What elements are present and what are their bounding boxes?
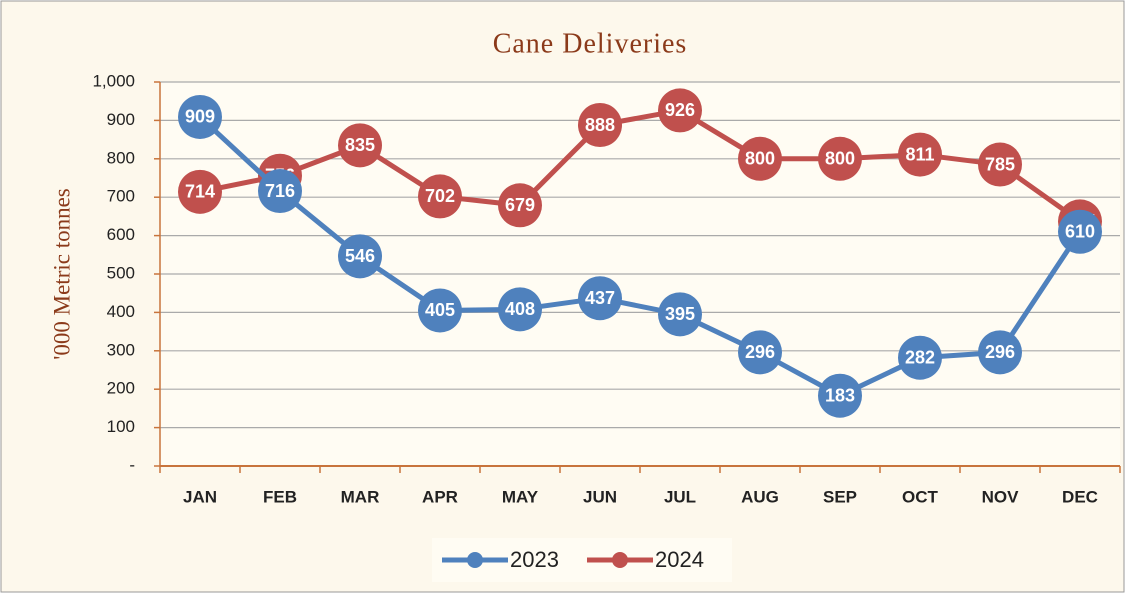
x-tick-label: OCT bbox=[902, 487, 939, 506]
legend-marker bbox=[467, 552, 483, 568]
point bbox=[978, 142, 1022, 187]
point bbox=[338, 123, 382, 168]
point bbox=[818, 136, 862, 181]
point bbox=[738, 330, 782, 375]
point bbox=[1058, 209, 1102, 254]
data-label: 405 bbox=[425, 300, 455, 320]
data-label: 716 bbox=[265, 181, 295, 201]
data-label: 835 bbox=[345, 135, 375, 155]
point bbox=[418, 288, 462, 333]
data-label: 296 bbox=[745, 342, 775, 362]
point bbox=[258, 169, 302, 214]
y-tick-label: 300 bbox=[107, 340, 135, 359]
point bbox=[578, 103, 622, 148]
x-tick-label: NOV bbox=[982, 487, 1020, 506]
data-label: 800 bbox=[745, 149, 775, 169]
point bbox=[578, 276, 622, 321]
point bbox=[178, 169, 222, 214]
y-tick-label: 100 bbox=[107, 417, 135, 436]
point bbox=[418, 174, 462, 219]
data-label: 183 bbox=[825, 385, 855, 405]
y-tick-label: 1,000 bbox=[92, 71, 135, 90]
y-tick-label: 400 bbox=[107, 302, 135, 321]
x-tick-label: FEB bbox=[263, 487, 297, 506]
point bbox=[658, 88, 702, 133]
point bbox=[178, 94, 222, 139]
point bbox=[898, 335, 942, 380]
x-tick-label: JUL bbox=[664, 487, 696, 506]
x-tick-label: DEC bbox=[1062, 487, 1098, 506]
data-label: 888 bbox=[585, 115, 615, 135]
data-label: 296 bbox=[985, 342, 1015, 362]
y-tick-label: 600 bbox=[107, 225, 135, 244]
point bbox=[498, 287, 542, 332]
y-tick-label: - bbox=[129, 455, 135, 474]
data-label: 811 bbox=[905, 144, 934, 164]
data-label: 702 bbox=[425, 186, 455, 206]
data-label: 395 bbox=[665, 304, 695, 324]
x-tick-label: MAY bbox=[502, 487, 539, 506]
data-label: 408 bbox=[505, 299, 535, 319]
y-tick-label: 800 bbox=[107, 148, 135, 167]
data-label: 785 bbox=[985, 154, 1015, 174]
y-axis-label: '000 Metric tonnes bbox=[49, 188, 74, 360]
x-tick-label: SEP bbox=[823, 487, 857, 506]
point bbox=[658, 292, 702, 337]
point bbox=[738, 136, 782, 181]
x-tick-label: JAN bbox=[183, 487, 217, 506]
data-label: 679 bbox=[505, 195, 535, 215]
y-tick-label: 500 bbox=[107, 263, 135, 282]
legend-label: 2024 bbox=[655, 547, 704, 572]
point bbox=[498, 183, 542, 228]
y-tick-label: 900 bbox=[107, 110, 135, 129]
x-tick-label: MAR bbox=[341, 487, 380, 506]
point bbox=[338, 234, 382, 279]
y-tick-label: 200 bbox=[107, 379, 135, 398]
point bbox=[978, 330, 1022, 375]
data-label: 800 bbox=[825, 149, 855, 169]
x-tick-label: APR bbox=[422, 487, 458, 506]
x-tick-label: JUN bbox=[583, 487, 617, 506]
data-label: 546 bbox=[345, 246, 375, 266]
data-label: 610 bbox=[1065, 222, 1095, 242]
legend-marker bbox=[612, 552, 628, 568]
data-label: 714 bbox=[185, 182, 215, 202]
chart-title: Cane Deliveries bbox=[493, 28, 688, 59]
x-tick-label: AUG bbox=[741, 487, 779, 506]
legend-label: 2023 bbox=[510, 547, 559, 572]
point bbox=[818, 373, 862, 418]
data-label: 437 bbox=[585, 288, 615, 308]
data-label: 282 bbox=[905, 347, 935, 367]
y-tick-label: 700 bbox=[107, 187, 135, 206]
data-label: 926 bbox=[665, 100, 695, 120]
point bbox=[898, 132, 942, 177]
data-label: 909 bbox=[185, 107, 215, 127]
